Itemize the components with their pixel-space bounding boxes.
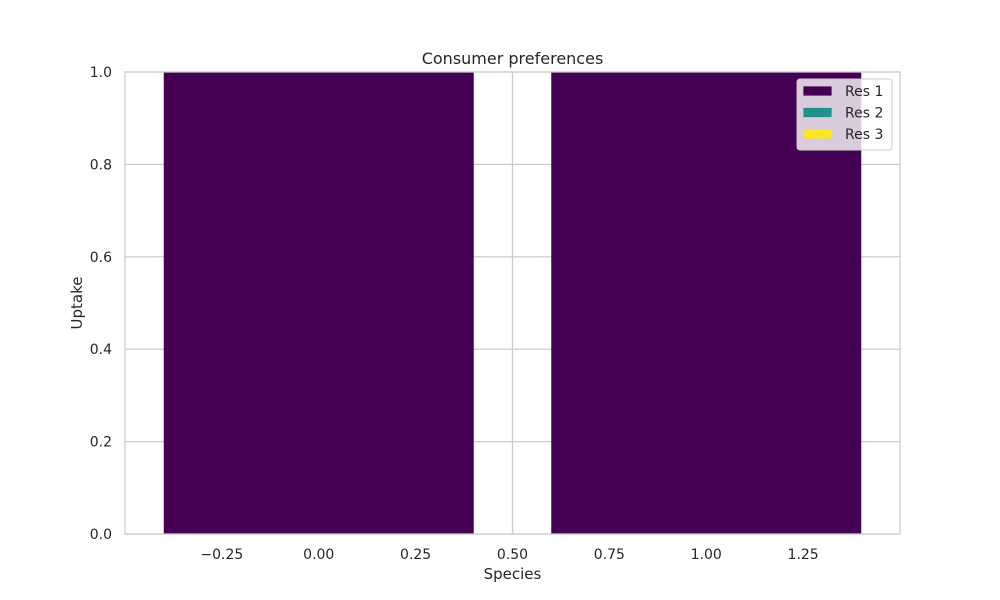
x-axis-label: Species bbox=[484, 565, 542, 583]
y-tick-label: 0.0 bbox=[90, 527, 112, 543]
bar-res-1-0 bbox=[163, 72, 474, 534]
chart-title: Consumer preferences bbox=[422, 49, 604, 68]
x-tick-label: 1.25 bbox=[788, 547, 819, 563]
legend-label-2: Res 2 bbox=[845, 106, 883, 122]
y-tick-label: 0.8 bbox=[90, 157, 112, 173]
plot-frame bbox=[124, 71, 901, 535]
x-tick-label: 0.50 bbox=[497, 547, 528, 563]
x-tick-label: 1.00 bbox=[691, 547, 722, 563]
legend-label-1: Res 1 bbox=[845, 84, 883, 100]
legend-swatch-3 bbox=[802, 128, 833, 140]
x-tick-labels: −0.25 0.00 0.25 0.50 0.75 1.00 1.25 bbox=[200, 547, 818, 563]
legend-label-3: Res 3 bbox=[845, 127, 883, 143]
legend-swatch-2 bbox=[802, 107, 833, 118]
legend: Res 1 Res 2 Res 3 bbox=[796, 78, 893, 151]
y-tick-label: 0.2 bbox=[90, 435, 112, 451]
y-tick-labels: 0.0 0.2 0.4 0.6 0.8 1.0 bbox=[90, 65, 112, 543]
x-tick-label: 0.25 bbox=[400, 547, 431, 563]
y-axis-label: Uptake bbox=[68, 277, 86, 330]
x-tick-label: 0.00 bbox=[303, 547, 334, 563]
y-tick-label: 1.0 bbox=[90, 65, 112, 81]
y-tick-label: 0.4 bbox=[90, 342, 112, 358]
x-tick-label: 0.75 bbox=[594, 547, 625, 563]
x-tick-label: −0.25 bbox=[200, 547, 243, 563]
legend-swatch-1 bbox=[802, 85, 833, 97]
y-tick-label: 0.6 bbox=[90, 250, 112, 266]
